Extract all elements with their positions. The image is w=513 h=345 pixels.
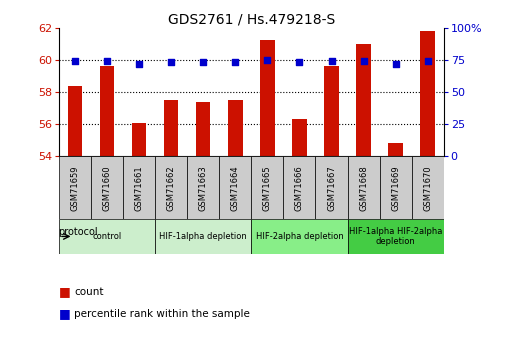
Point (391, 61, 400, 66)
Point (360, 58, 368, 64)
Text: GSM71670: GSM71670 (423, 165, 432, 210)
Text: control: control (92, 232, 122, 241)
Bar (123, 156, 155, 219)
Bar (220, 156, 251, 219)
Point (135, 61, 143, 66)
Text: GSM71667: GSM71667 (327, 165, 336, 211)
Bar (283, 156, 315, 219)
Point (263, 57, 271, 62)
Bar (348, 219, 444, 254)
Text: GSM71663: GSM71663 (199, 165, 208, 211)
Text: protocol: protocol (58, 227, 98, 237)
Text: GSM71662: GSM71662 (167, 165, 176, 210)
Point (327, 58, 336, 64)
Text: GSM71668: GSM71668 (359, 165, 368, 211)
Bar (324, 66, 339, 156)
Text: GSM71664: GSM71664 (231, 165, 240, 210)
Text: ■: ■ (59, 285, 71, 298)
Bar (388, 144, 403, 156)
Bar (292, 119, 307, 156)
Point (103, 58, 111, 64)
Text: GSM71669: GSM71669 (391, 165, 400, 210)
Point (424, 58, 432, 64)
Point (199, 60, 207, 65)
Bar (315, 156, 348, 219)
Bar (155, 219, 251, 254)
Text: GSM71666: GSM71666 (295, 165, 304, 211)
Bar (421, 31, 435, 156)
Bar (100, 66, 114, 156)
Bar (357, 44, 371, 156)
Bar (187, 156, 220, 219)
Bar (59, 219, 155, 254)
Text: percentile rank within the sample: percentile rank within the sample (74, 309, 250, 319)
Bar (251, 156, 283, 219)
Bar (164, 100, 179, 156)
Text: HIF-2alpha depletion: HIF-2alpha depletion (255, 232, 343, 241)
Text: HIF-1alpha HIF-2alpha
depletion: HIF-1alpha HIF-2alpha depletion (349, 227, 442, 246)
Text: GSM71660: GSM71660 (103, 165, 112, 210)
Bar (132, 122, 146, 156)
Bar (155, 156, 187, 219)
Point (295, 60, 304, 65)
Bar (68, 86, 82, 156)
Title: GDS2761 / Hs.479218-S: GDS2761 / Hs.479218-S (168, 12, 335, 27)
Bar (348, 156, 380, 219)
Text: GSM71659: GSM71659 (70, 165, 80, 210)
Text: count: count (74, 287, 104, 296)
Bar (59, 156, 91, 219)
Bar (91, 156, 123, 219)
Text: GSM71665: GSM71665 (263, 165, 272, 210)
Point (167, 60, 175, 65)
Point (231, 60, 240, 65)
Bar (196, 102, 210, 156)
Bar (251, 219, 348, 254)
Bar (411, 156, 444, 219)
Text: GSM71661: GSM71661 (134, 165, 144, 210)
Text: ■: ■ (59, 307, 71, 321)
Bar (380, 156, 411, 219)
Text: HIF-1alpha depletion: HIF-1alpha depletion (160, 232, 247, 241)
Bar (260, 40, 274, 156)
Point (71, 58, 79, 64)
Bar (228, 100, 243, 156)
